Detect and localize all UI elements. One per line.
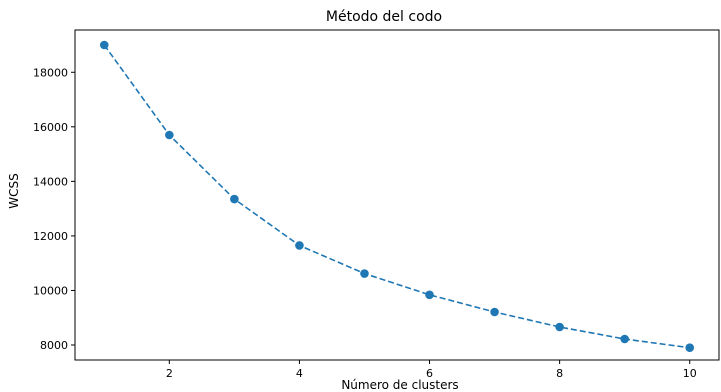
y-tick-label: 8000 [40, 339, 68, 352]
data-point [490, 307, 499, 317]
data-point [230, 194, 239, 204]
plot-area: 2 4 6 8 10 8000 10000 12000 14000 16000 18000 [33, 29, 720, 380]
data-point [165, 130, 174, 140]
data-point [555, 322, 564, 332]
data-point [425, 290, 434, 300]
series-line [103, 44, 690, 349]
plot-frame [74, 29, 720, 361]
data-point [360, 269, 369, 278]
data-point [295, 241, 304, 250]
y-tick-label: 10000 [33, 284, 68, 297]
data-point [620, 334, 629, 344]
y-tick-label: 12000 [33, 230, 68, 243]
x-tick-label: 6 [426, 367, 433, 380]
x-tick-label: 2 [166, 367, 173, 380]
y-tick-label: 18000 [33, 66, 68, 79]
y-tick-label: 14000 [33, 175, 68, 188]
data-point [685, 343, 695, 353]
y-tick-label: 16000 [33, 121, 68, 134]
x-tick-label: 4 [296, 367, 303, 380]
x-axis-title: Número de clusters [341, 378, 458, 392]
x-tick-label: 8 [556, 367, 563, 380]
chart-title: Método del codo [326, 9, 442, 25]
y-axis-title: WCSS [7, 173, 21, 208]
x-tick-label: 10 [683, 367, 697, 380]
data-point [99, 40, 109, 50]
